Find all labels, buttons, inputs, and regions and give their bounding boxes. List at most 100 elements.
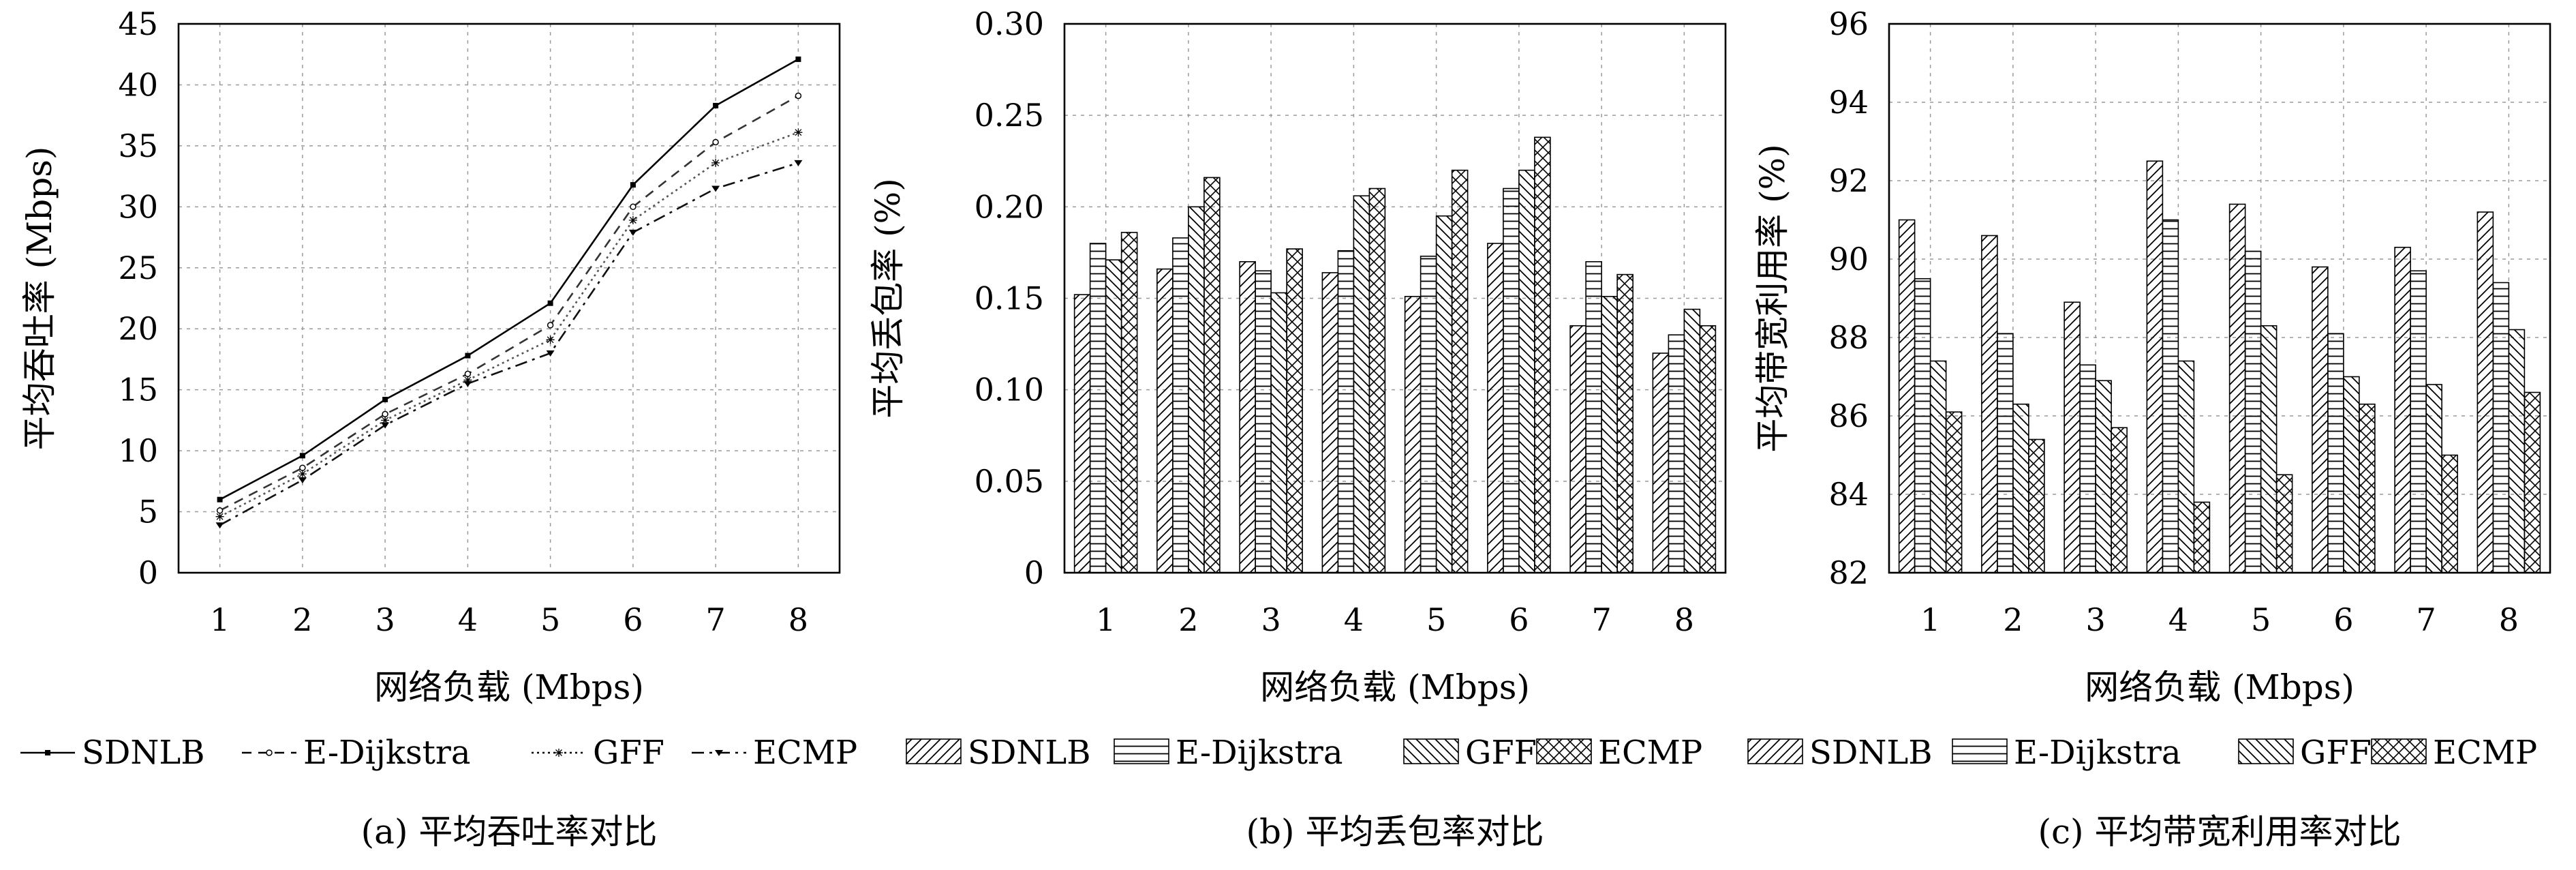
data-point-gff [547,335,555,344]
data-point-ecmp [629,228,637,237]
y-tick-label: 10 [118,432,158,469]
bar-e-dijkstra [1997,333,2014,573]
series-line-e-dijkstra [216,92,802,514]
data-point-ecmp [463,380,472,388]
bar-e-dijkstra [1255,270,1272,573]
bar-sdnlb [1487,243,1504,573]
data-point-e-dijkstra [794,92,802,100]
y-axis-label: 平均丢包率 (%) [868,178,908,418]
bar-e-dijkstra [1668,334,1685,573]
bar-gff [1353,195,1370,573]
x-tick-label: 5 [2251,601,2271,638]
y-tick-label: 0.20 [975,188,1044,225]
legend-item-ecmp: ECMP [1536,734,1702,772]
legend-item-gff: GFF [2238,734,2372,772]
y-tick-label: 0.15 [975,280,1044,317]
bar-e-dijkstra [2162,219,2179,573]
bar-sdnlb [1569,325,1586,573]
legend-swatch [2371,738,2427,764]
y-tick-label: 0.25 [975,97,1044,134]
bar-gff [1683,308,1701,573]
legend-label: GFF [593,734,664,772]
legend-item-gff: GFF [532,734,664,772]
bar-gff [2012,403,2029,573]
bar-gff [1518,169,1535,573]
legend-item-gff: GFF [1403,734,1537,772]
bar-ecmp [1451,169,1469,573]
y-tick-label: 25 [118,250,158,286]
bar-ecmp [1368,188,1386,573]
plot-area [1898,160,2541,573]
y-tick-label: 45 [118,5,158,42]
panel-caption: (a) 平均吞吐率对比 [361,812,658,852]
data-point-sdnlb [629,181,637,189]
y-tick-label: 35 [118,127,158,164]
data-point-sdnlb [216,496,224,504]
bar-e-dijkstra [2079,364,2096,573]
bar-ecmp [1616,273,1634,573]
y-tick-label: 5 [138,494,158,530]
y-axis-label: 平均吞吐率 (Mbps) [20,147,59,451]
legend-swatch [906,738,962,764]
legend: SDNLB E-Dijkstra GFF ECMP [1747,734,2537,772]
series-line-ecmp [215,160,803,529]
y-tick-label: 0.30 [975,5,1044,42]
bar-gff [2260,325,2278,573]
legend-item-sdnlb: SDNLB [20,734,205,772]
packet-loss-bar-chart: 0 0.05 0.10 0.15 0.20 0.25 0.30 1 2 3 4 5 6 7 8 网络负载 … [868,5,1727,852]
legend-item-ecmp: ECMP [692,734,857,772]
y-tick-label: 0.05 [975,463,1044,500]
bar-gff [1435,215,1453,573]
x-tick-labels: 1 2 3 4 5 6 7 8 [1096,601,1694,638]
bar-sdnlb [2064,301,2081,573]
bar-ecmp [1203,177,1221,573]
bar-ecmp [1120,232,1138,573]
data-point-sdnlb [711,102,720,110]
data-point-sdnlb [381,395,389,404]
bar-gff [2343,376,2360,573]
x-tick-label: 7 [2416,601,2436,638]
bar-gff [1601,296,1618,573]
legend-label: SDNLB [968,734,1091,772]
bar-sdnlb [2477,211,2494,573]
legend: SDNLB E-Dijkstra GFF ECMP [906,734,1702,772]
bar-ecmp [1534,136,1551,573]
bar-sdnlb [2312,266,2329,573]
legend-item-e-dijkstra: E-Dijkstra [1952,734,2181,772]
x-tick-label: 4 [2168,601,2188,638]
plot-area [1073,136,1717,573]
grid-lines [179,24,840,573]
legend-swatch [1952,738,2008,764]
data-point-ecmp [547,349,555,357]
x-tick-label: 2 [292,601,312,638]
bar-sdnlb [2394,246,2411,573]
y-tick-label: 0.10 [975,372,1044,408]
series-line-gff [215,128,803,521]
panel-caption: (b) 平均丢包率对比 [1246,812,1544,852]
legend-label: ECMP [753,734,857,772]
bar-e-dijkstra [1337,250,1355,573]
data-point-gff [629,216,637,224]
data-point-ecmp [216,521,224,529]
panel-caption: (c) 平均带宽利用率对比 [2038,812,2402,852]
bar-sdnlb [1404,296,1422,573]
y-tick-label: 82 [1828,554,1869,591]
legend-item-sdnlb: SDNLB [906,734,1091,772]
legend-label: ECMP [2433,734,2537,772]
y-tick-label: 20 [118,310,158,347]
bar-e-dijkstra [2492,282,2510,573]
legend-item-ecmp: ECMP [2371,734,2537,772]
plot-frame [1063,22,1727,574]
bar-ecmp [2441,454,2458,573]
x-tick-label: 5 [540,601,560,638]
bar-gff [1929,360,1947,573]
legend-label: SDNLB [1809,734,1933,772]
plot-frame [1888,22,2551,574]
bar-e-dijkstra [1089,243,1107,573]
x-tick-label: 8 [788,601,808,638]
x-tick-label: 8 [2499,601,2519,638]
y-tick-label: 30 [118,188,158,225]
x-tick-label: 3 [2085,601,2105,638]
